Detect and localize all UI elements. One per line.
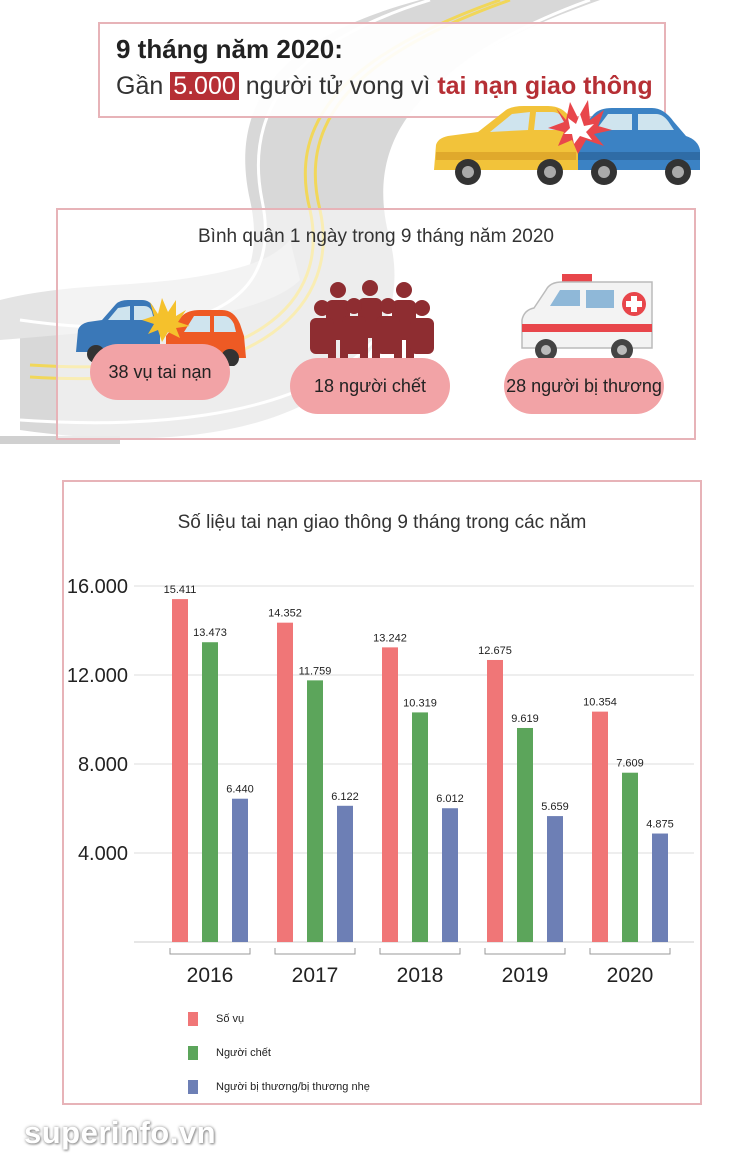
headline-prefix: Gần xyxy=(116,72,171,100)
daily-deaths-pill: 18 người chết xyxy=(290,358,450,414)
daily-average-title: Bình quân 1 ngày trong 9 tháng năm 2020 xyxy=(198,226,554,247)
daily-injured-pill: 28 người bị thương xyxy=(504,358,664,414)
x-tick-label: 2016 xyxy=(187,964,234,987)
bar xyxy=(487,659,503,942)
data-label: 6.122 xyxy=(331,791,359,803)
legend-label: Người chết xyxy=(216,1047,271,1059)
category-bracket xyxy=(169,948,251,955)
bar xyxy=(382,647,398,942)
chart-x-axis: 2016 2017 2018 2019 2020 xyxy=(169,948,671,987)
category-bracket xyxy=(484,948,566,955)
bar xyxy=(547,816,563,942)
headline-emphasis: tai nạn giao thông xyxy=(437,72,653,100)
watermark: superinfo.vn xyxy=(24,1115,217,1150)
daily-accidents-pill: 38 vụ tai nạn xyxy=(90,344,230,400)
bar xyxy=(337,805,353,942)
legend-item: Người chết xyxy=(188,1036,370,1070)
daily-average-panel: Bình quân 1 ngày trong 9 tháng năm 2020 … xyxy=(56,208,696,440)
chart-legend: Số vụ Người chết Người bị thương/bị thươ… xyxy=(188,1002,370,1104)
chart-value-labels: 15.411 13.473 6.440 14.352 11.759 6.122 13.242… xyxy=(164,584,674,830)
people-icon xyxy=(310,280,434,370)
category-bracket xyxy=(589,948,671,955)
data-label: 7.609 xyxy=(616,758,644,770)
bar xyxy=(232,798,248,942)
legend-swatch xyxy=(188,1046,198,1060)
bar xyxy=(622,772,638,942)
headline-line2: Gần 5.000 người tử vong vì tai nạn giao … xyxy=(116,72,653,101)
car-collision-icon xyxy=(434,100,700,185)
bar xyxy=(592,711,608,942)
bar xyxy=(307,680,323,942)
x-tick-label: 2019 xyxy=(502,964,549,987)
bar xyxy=(202,642,218,942)
legend-label: Số vụ xyxy=(216,1013,245,1025)
data-label: 11.759 xyxy=(299,665,332,677)
chart-title: Số liệu tai nạn giao thông 9 tháng trong… xyxy=(177,512,587,533)
category-bracket xyxy=(274,948,356,955)
bar xyxy=(517,727,533,942)
x-tick-label: 2017 xyxy=(292,964,339,987)
data-label: 13.242 xyxy=(373,632,407,644)
x-tick-label: 2020 xyxy=(607,964,654,987)
data-label: 14.352 xyxy=(268,608,302,620)
headline-line1: 9 tháng năm 2020: xyxy=(116,34,343,64)
data-label: 6.012 xyxy=(436,793,464,805)
bar xyxy=(277,622,293,942)
data-label: 10.319 xyxy=(403,697,437,709)
chart-bars xyxy=(172,599,668,942)
data-label: 5.659 xyxy=(541,801,569,813)
data-label: 12.675 xyxy=(478,645,512,657)
data-label: 15.411 xyxy=(164,584,197,596)
x-tick-label: 2018 xyxy=(397,964,444,987)
daily-injured-label: 28 người bị thương xyxy=(506,375,662,396)
ambulance-icon xyxy=(521,274,653,361)
headline-middle: người tử vong vì xyxy=(238,72,438,100)
legend-item: Số vụ xyxy=(188,1002,370,1036)
legend-label: Người bị thương/bị thương nhẹ xyxy=(216,1081,370,1093)
daily-accidents-label: 38 vụ tai nạn xyxy=(108,361,212,382)
legend-swatch xyxy=(188,1080,198,1094)
y-tick-label: 8.000 xyxy=(78,754,128,776)
y-tick-label: 12.000 xyxy=(67,665,128,687)
data-label: 9.619 xyxy=(511,713,539,725)
y-tick-label: 16.000 xyxy=(67,576,128,598)
data-label: 13.473 xyxy=(193,627,227,639)
bar-chart: 15.411 13.473 6.440 14.352 11.759 6.122 13.242… xyxy=(67,576,694,987)
headline-box: 9 tháng năm 2020: Gần 5.000 người tử von… xyxy=(98,22,666,118)
headline-highlight-number: 5.000 xyxy=(170,72,239,100)
y-tick-label: 4.000 xyxy=(78,843,128,865)
category-bracket xyxy=(379,948,461,955)
legend-item: Người bị thương/bị thương nhẹ xyxy=(188,1070,370,1104)
data-label: 6.440 xyxy=(226,784,254,796)
daily-deaths-label: 18 người chết xyxy=(314,375,426,396)
bar xyxy=(652,833,668,942)
data-label: 10.354 xyxy=(583,697,617,709)
bar xyxy=(172,599,188,942)
bar xyxy=(442,808,458,942)
chart-y-axis: 4.000 8.000 12.000 16.000 xyxy=(67,576,128,865)
legend-swatch xyxy=(188,1012,198,1026)
bar xyxy=(412,712,428,942)
data-label: 4.875 xyxy=(646,819,674,831)
chart-panel: Số liệu tai nạn giao thông 9 tháng trong… xyxy=(62,480,702,1105)
